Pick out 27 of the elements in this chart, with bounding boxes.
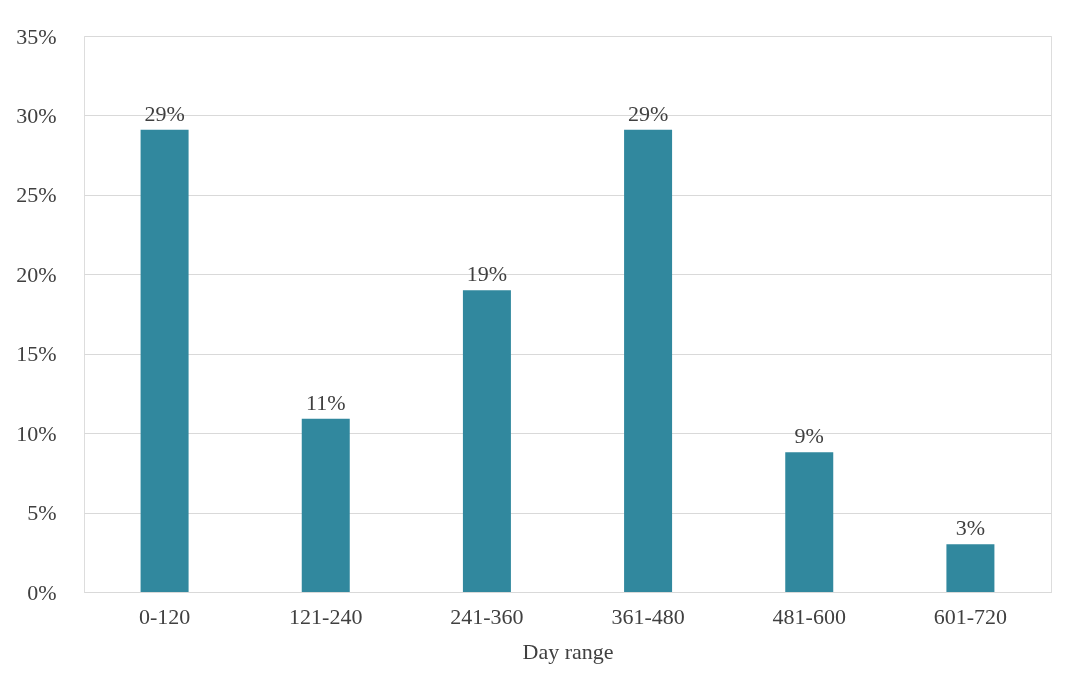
bar [140, 129, 189, 592]
x-axis-title: Day range [522, 638, 614, 664]
data-label: 3% [955, 515, 986, 541]
bar [301, 418, 350, 592]
y-tick-label: 30% [16, 102, 57, 128]
x-tick-label: 121-240 [289, 603, 363, 629]
y-tick-label: 25% [16, 182, 57, 208]
y-tick-label: 15% [16, 341, 57, 367]
y-tick-label: 20% [16, 261, 57, 287]
bar [624, 129, 673, 592]
data-label: 19% [466, 261, 508, 287]
data-label: 9% [794, 423, 824, 449]
x-tick-label: 0-120 [138, 603, 191, 629]
bar [462, 290, 511, 592]
bar [785, 452, 834, 592]
data-label: 11% [305, 389, 346, 415]
y-tick-label: 0% [27, 579, 57, 605]
data-label: 29% [144, 100, 185, 126]
bar [946, 544, 995, 592]
x-tick-label: 241-360 [450, 603, 524, 629]
data-label: 29% [627, 100, 669, 126]
y-tick-label: 5% [27, 500, 57, 526]
x-tick-label: 361-480 [611, 603, 685, 629]
y-tick-label: 35% [16, 23, 57, 49]
x-tick-label: 481-600 [772, 603, 846, 629]
x-tick-label: 601-720 [933, 603, 1008, 629]
y-tick-label: 10% [16, 420, 57, 446]
